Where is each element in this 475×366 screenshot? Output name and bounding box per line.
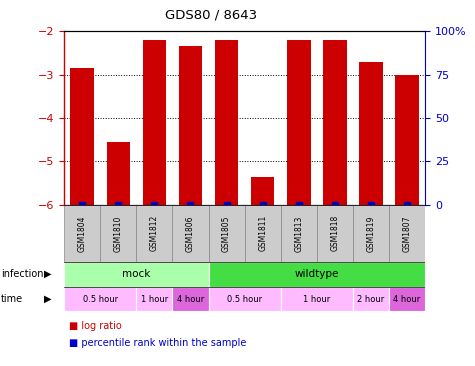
Text: mock: mock bbox=[122, 269, 151, 279]
Text: wildtype: wildtype bbox=[294, 269, 339, 279]
Text: ■ log ratio: ■ log ratio bbox=[69, 321, 122, 331]
Bar bbox=[359, 61, 383, 205]
Bar bbox=[281, 287, 353, 311]
Text: GSM1804: GSM1804 bbox=[78, 215, 86, 251]
Bar bbox=[395, 75, 419, 205]
Text: ■ percentile rank within the sample: ■ percentile rank within the sample bbox=[69, 337, 246, 348]
Bar bbox=[172, 205, 209, 262]
Bar bbox=[323, 40, 347, 205]
Text: GDS80 / 8643: GDS80 / 8643 bbox=[165, 9, 257, 22]
Text: 1 hour: 1 hour bbox=[303, 295, 331, 303]
Text: 0.5 hour: 0.5 hour bbox=[83, 295, 118, 303]
Text: 1 hour: 1 hour bbox=[141, 295, 168, 303]
Text: ▶: ▶ bbox=[44, 294, 52, 304]
Text: GSM1811: GSM1811 bbox=[258, 215, 267, 251]
Bar bbox=[100, 205, 136, 262]
Text: GSM1819: GSM1819 bbox=[367, 215, 375, 251]
Bar bbox=[64, 205, 100, 262]
Text: 0.5 hour: 0.5 hour bbox=[227, 295, 262, 303]
Bar bbox=[389, 287, 425, 311]
Bar bbox=[317, 205, 353, 262]
Bar bbox=[209, 205, 245, 262]
Text: infection: infection bbox=[1, 269, 43, 279]
Bar bbox=[142, 40, 166, 205]
Bar bbox=[106, 142, 130, 205]
Text: 2 hour: 2 hour bbox=[357, 295, 385, 303]
Text: ▶: ▶ bbox=[44, 269, 52, 279]
Bar bbox=[353, 287, 389, 311]
Text: GSM1807: GSM1807 bbox=[403, 215, 411, 251]
Text: GSM1812: GSM1812 bbox=[150, 215, 159, 251]
Text: GSM1805: GSM1805 bbox=[222, 215, 231, 251]
Bar bbox=[245, 205, 281, 262]
Text: 4 hour: 4 hour bbox=[393, 295, 421, 303]
Bar bbox=[209, 287, 281, 311]
Bar bbox=[281, 205, 317, 262]
Text: time: time bbox=[1, 294, 23, 304]
Bar bbox=[209, 262, 425, 287]
Bar bbox=[287, 40, 311, 205]
Bar bbox=[353, 205, 389, 262]
Text: GSM1818: GSM1818 bbox=[331, 215, 339, 251]
Bar bbox=[179, 46, 202, 205]
Bar bbox=[215, 40, 238, 205]
Bar bbox=[389, 205, 425, 262]
Bar bbox=[64, 287, 136, 311]
Bar bbox=[251, 177, 275, 205]
Text: GSM1810: GSM1810 bbox=[114, 215, 123, 251]
Bar bbox=[64, 262, 209, 287]
Bar bbox=[172, 287, 209, 311]
Bar bbox=[136, 287, 172, 311]
Text: GSM1813: GSM1813 bbox=[294, 215, 303, 251]
Bar bbox=[136, 205, 172, 262]
Bar bbox=[70, 68, 94, 205]
Text: 4 hour: 4 hour bbox=[177, 295, 204, 303]
Text: GSM1806: GSM1806 bbox=[186, 215, 195, 251]
